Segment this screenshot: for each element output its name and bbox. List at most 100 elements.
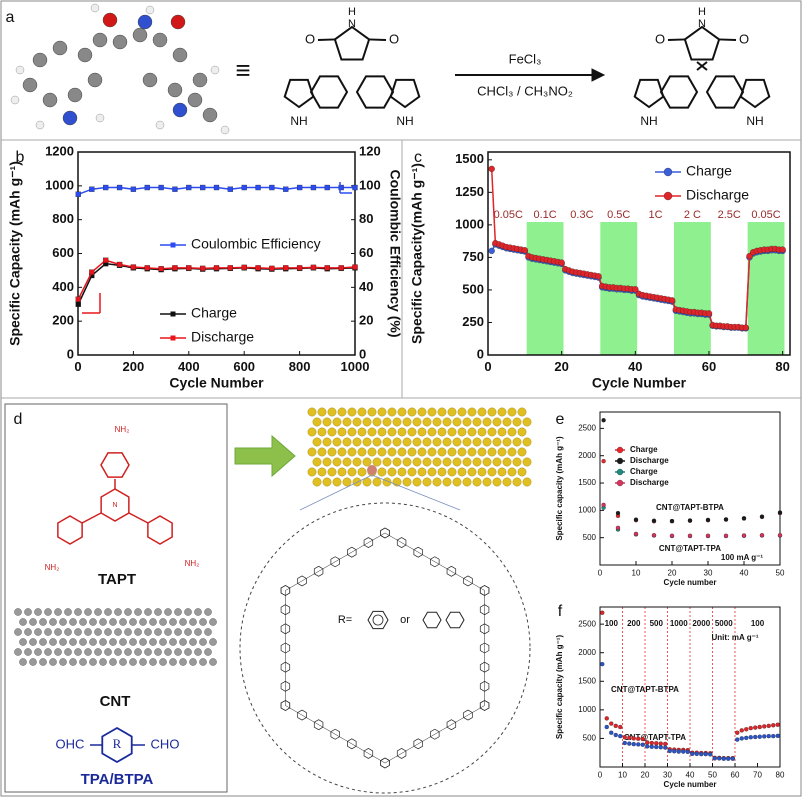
- cnt-atom: [34, 628, 42, 636]
- cnt-atom: [209, 638, 217, 646]
- cnt-atom: [164, 628, 172, 636]
- name-label: TAPT: [98, 571, 136, 588]
- ring: [739, 78, 771, 109]
- cnt-atom: [129, 618, 137, 626]
- ring: [333, 25, 371, 61]
- x-tick-label: 40: [686, 771, 695, 780]
- y-tick-label: 250: [462, 314, 484, 329]
- tube-atom: [332, 437, 342, 447]
- tube-atom: [312, 477, 322, 487]
- cnt-atom: [89, 638, 97, 646]
- tube-atom: [487, 427, 497, 437]
- cnt-atom: [114, 608, 122, 616]
- data-point: [721, 756, 726, 761]
- tube-atom: [452, 437, 462, 447]
- legend-marker: [616, 446, 624, 454]
- ring: [280, 700, 291, 711]
- data-point: [227, 265, 234, 271]
- tube-atom: [487, 407, 497, 417]
- cnt-atom: [194, 648, 202, 656]
- panel-label: b: [16, 149, 25, 166]
- y-tick-label: 500: [583, 734, 597, 743]
- cnt-atom: [49, 638, 57, 646]
- framework-link: [384, 705, 485, 764]
- tube-atom: [497, 447, 507, 457]
- x-tick-label: 600: [233, 359, 255, 374]
- tube-atom: [327, 407, 337, 417]
- cnt-atom: [184, 648, 192, 656]
- tube-atom: [442, 417, 452, 427]
- rate-label: 200: [627, 619, 641, 628]
- data-point: [89, 269, 95, 275]
- tube-atom: [372, 477, 382, 487]
- cnt-atom: [129, 638, 137, 646]
- y-tick-label: 1000: [578, 505, 596, 514]
- legend-marker: [663, 167, 673, 177]
- data-point: [759, 514, 765, 519]
- tube-atom: [497, 467, 507, 477]
- solvent: CHCl₃ / CH₃NO₂: [477, 83, 573, 98]
- ohc: OHC: [56, 736, 85, 751]
- x-tick-label: 20: [668, 569, 677, 578]
- y-tick-label: 1500: [578, 478, 596, 487]
- tube-atom: [317, 467, 327, 477]
- cnt-atom: [154, 628, 162, 636]
- data-point: [687, 518, 693, 523]
- y-tick-label: 1000: [45, 177, 74, 192]
- cnt-atom: [49, 618, 57, 626]
- data-point: [654, 744, 659, 750]
- data-point: [669, 533, 675, 538]
- tube-atom: [407, 447, 417, 457]
- tube-atom: [392, 417, 402, 427]
- plot-frame: [487, 151, 791, 356]
- data-point: [645, 744, 650, 749]
- rate-label: 1000: [670, 619, 688, 628]
- ring: [380, 527, 390, 539]
- name-label: CNT: [100, 693, 131, 710]
- cnt-atom: [199, 618, 207, 626]
- tube-atom: [502, 437, 512, 447]
- annotation: 100 mA g⁻¹: [721, 553, 763, 562]
- tube-atom: [347, 427, 357, 437]
- atom-label: O: [655, 31, 665, 46]
- tube-atom: [317, 447, 327, 457]
- y-axis-label: Specific Capacity(mAh g⁻¹): [409, 163, 425, 344]
- tube-atom: [317, 407, 327, 417]
- tube-atom: [457, 447, 467, 457]
- data-point: [75, 301, 81, 307]
- cnt-atom: [169, 618, 177, 626]
- cnt-atom: [139, 618, 147, 626]
- data-point: [705, 533, 711, 538]
- cnt-atom: [44, 648, 52, 656]
- tube-atom: [432, 417, 442, 427]
- tube-atom: [367, 427, 377, 437]
- cnt-atom: [84, 628, 92, 636]
- y-tick-label: 1500: [455, 151, 484, 166]
- cnt-atom: [174, 608, 182, 616]
- data-point: [186, 184, 192, 191]
- panel-label: f: [558, 603, 563, 620]
- atom-ball: [92, 32, 108, 48]
- rate-label: 2 C: [684, 209, 701, 221]
- cnt-atom: [124, 608, 132, 616]
- ring: [100, 452, 130, 478]
- x-tick-label: 40: [628, 359, 642, 374]
- framework-link: [384, 532, 485, 591]
- reagent: FeCl₃: [509, 51, 542, 66]
- cnt-atom: [59, 618, 67, 626]
- data-point: [777, 510, 783, 515]
- cnt-atom: [74, 648, 82, 656]
- tube-atom: [377, 407, 387, 417]
- cnt-atom: [69, 638, 77, 646]
- tube-atom: [442, 457, 452, 467]
- data-point: [771, 733, 776, 739]
- tube-atom: [472, 417, 482, 427]
- cnt-atom: [39, 658, 47, 666]
- atom-ball: [87, 72, 103, 88]
- cnt-atom: [119, 658, 127, 666]
- data-point: [296, 184, 303, 191]
- atom-ball: [22, 77, 38, 93]
- x-tick-label: 60: [702, 359, 716, 374]
- tube-atom: [392, 437, 402, 447]
- cnt-atom: [19, 658, 27, 666]
